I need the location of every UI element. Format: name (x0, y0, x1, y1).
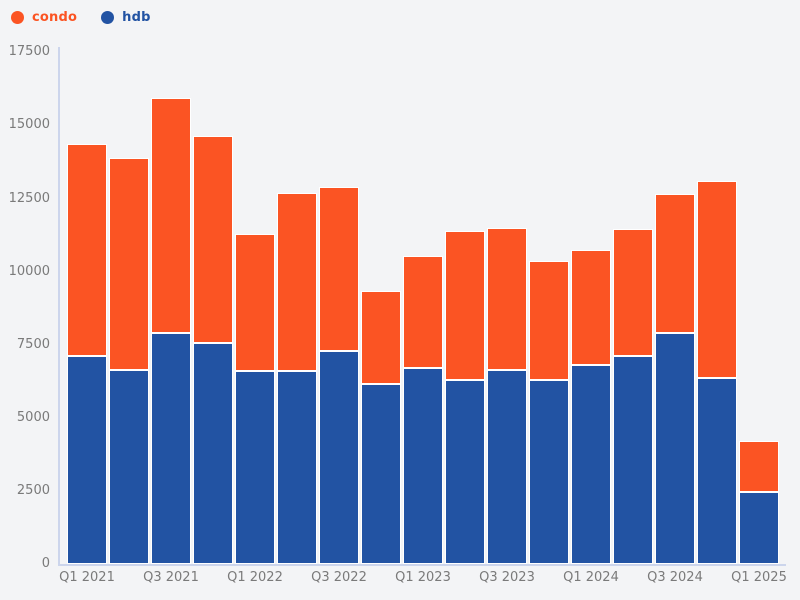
hdb-legend-label: hdb (122, 10, 151, 25)
bar-segment-condo[interactable] (739, 441, 779, 493)
bar-segment-hdb[interactable] (655, 333, 695, 564)
bar-segment-condo[interactable] (697, 180, 737, 379)
condo-legend-marker-icon (11, 11, 24, 24)
bar-segment-condo[interactable] (361, 290, 401, 385)
bar-segment-hdb[interactable] (445, 379, 485, 564)
bar-segment-condo[interactable] (193, 135, 233, 344)
bar-segment-hdb[interactable] (697, 378, 737, 564)
legend-item-hdb[interactable]: hdb (101, 10, 150, 25)
bar-segment-condo[interactable] (529, 261, 569, 380)
y-axis-line (58, 47, 60, 565)
bar-segment-condo[interactable] (403, 255, 443, 369)
x-tick-label: Q3 2024 (647, 570, 703, 585)
bar-segment-hdb[interactable] (235, 371, 275, 564)
x-axis-line (58, 564, 786, 566)
bar-segment-hdb[interactable] (571, 365, 611, 564)
bar-segment-hdb[interactable] (739, 492, 779, 564)
bar-segment-hdb[interactable] (277, 371, 317, 564)
condo-legend-label: condo (32, 10, 78, 25)
x-tick-label: Q1 2023 (395, 570, 451, 585)
bar-segment-hdb[interactable] (487, 369, 527, 564)
bar-segment-hdb[interactable] (403, 368, 443, 564)
legend-item-condo[interactable]: condo (11, 10, 77, 25)
bar-segment-hdb[interactable] (151, 333, 191, 564)
x-tick-label: Q1 2022 (227, 570, 283, 585)
bar-segment-hdb[interactable] (613, 356, 653, 564)
bar-segment-hdb[interactable] (67, 356, 107, 564)
bar-segment-condo[interactable] (109, 157, 149, 370)
y-tick-label: 10000 (8, 263, 50, 279)
bar-segment-condo[interactable] (487, 227, 527, 370)
bar-segment-condo[interactable] (571, 249, 611, 366)
bar-segment-hdb[interactable] (193, 343, 233, 564)
bar-segment-condo[interactable] (235, 233, 275, 371)
legend: condo hdb (11, 10, 151, 25)
x-tick-label: Q3 2023 (479, 570, 535, 585)
x-tick-label: Q3 2021 (143, 570, 199, 585)
y-tick-label: 15000 (8, 117, 50, 133)
y-tick-label: 12500 (8, 190, 50, 206)
bar-segment-hdb[interactable] (319, 350, 359, 564)
bar-segment-hdb[interactable] (529, 379, 569, 564)
bar-segment-condo[interactable] (655, 194, 695, 333)
bar-segment-condo[interactable] (613, 229, 653, 357)
bar-segment-condo[interactable] (277, 192, 317, 371)
bar-segment-condo[interactable] (151, 97, 191, 333)
bar-segment-condo[interactable] (67, 144, 107, 357)
hdb-legend-marker-icon (101, 11, 115, 24)
y-tick-label: 2500 (16, 482, 50, 498)
x-tick-label: Q3 2022 (311, 570, 367, 585)
y-tick-label: 7500 (16, 336, 50, 352)
x-tick-label: Q1 2024 (563, 570, 619, 585)
bar-segment-hdb[interactable] (109, 369, 149, 564)
y-tick-label: 5000 (16, 409, 50, 425)
x-tick-label: Q1 2025 (731, 570, 787, 585)
bar-segment-condo[interactable] (445, 230, 485, 380)
bar-segment-hdb[interactable] (361, 384, 401, 564)
y-tick-label: 0 (41, 556, 50, 571)
y-tick-label: 17500 (8, 44, 50, 60)
bar-segment-condo[interactable] (319, 186, 359, 351)
x-tick-label: Q1 2021 (59, 570, 115, 585)
